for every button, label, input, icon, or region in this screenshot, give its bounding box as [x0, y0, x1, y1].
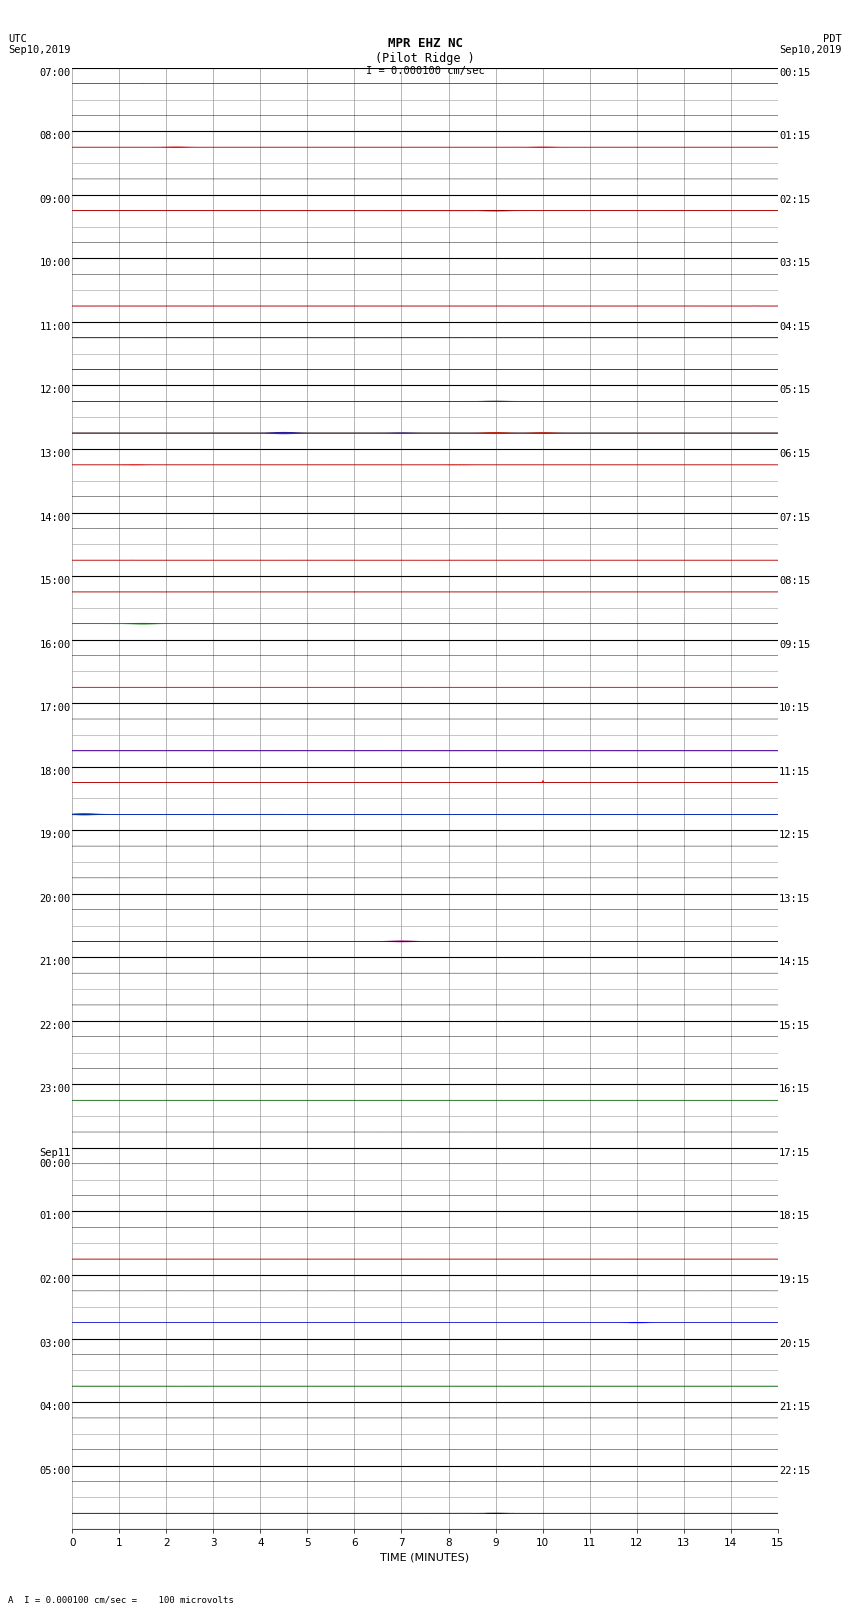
- Text: 04:00: 04:00: [40, 1402, 71, 1411]
- Text: 18:15: 18:15: [779, 1211, 810, 1221]
- Text: 00:15: 00:15: [779, 68, 810, 77]
- Text: 15:15: 15:15: [779, 1021, 810, 1031]
- Text: 10:00: 10:00: [40, 258, 71, 268]
- Text: 20:15: 20:15: [779, 1339, 810, 1348]
- Text: 22:00: 22:00: [40, 1021, 71, 1031]
- Text: 11:00: 11:00: [40, 323, 71, 332]
- Text: 13:15: 13:15: [779, 894, 810, 903]
- Text: 22:15: 22:15: [779, 1466, 810, 1476]
- Text: 16:15: 16:15: [779, 1084, 810, 1094]
- Text: 09:00: 09:00: [40, 195, 71, 205]
- Text: 11:15: 11:15: [779, 766, 810, 777]
- Text: 21:00: 21:00: [40, 957, 71, 968]
- Text: 19:00: 19:00: [40, 831, 71, 840]
- Text: 14:00: 14:00: [40, 513, 71, 523]
- Text: 03:00: 03:00: [40, 1339, 71, 1348]
- Text: 12:15: 12:15: [779, 831, 810, 840]
- Text: UTC: UTC: [8, 34, 27, 44]
- Text: 13:00: 13:00: [40, 448, 71, 460]
- Text: 09:15: 09:15: [779, 640, 810, 650]
- Text: 05:00: 05:00: [40, 1466, 71, 1476]
- Text: Sep11
00:00: Sep11 00:00: [40, 1148, 71, 1169]
- Text: Sep10,2019: Sep10,2019: [8, 45, 71, 55]
- Text: PDT: PDT: [823, 34, 842, 44]
- Text: 02:00: 02:00: [40, 1274, 71, 1286]
- Text: 17:15: 17:15: [779, 1148, 810, 1158]
- Text: 07:00: 07:00: [40, 68, 71, 77]
- Text: 19:15: 19:15: [779, 1274, 810, 1286]
- Text: 03:15: 03:15: [779, 258, 810, 268]
- Text: Sep10,2019: Sep10,2019: [779, 45, 842, 55]
- Text: 15:00: 15:00: [40, 576, 71, 586]
- Text: I = 0.000100 cm/sec: I = 0.000100 cm/sec: [366, 66, 484, 76]
- Text: 14:15: 14:15: [779, 957, 810, 968]
- Text: 01:15: 01:15: [779, 131, 810, 142]
- Text: A  I = 0.000100 cm/sec =    100 microvolts: A I = 0.000100 cm/sec = 100 microvolts: [8, 1595, 235, 1605]
- Text: 20:00: 20:00: [40, 894, 71, 903]
- Text: 01:00: 01:00: [40, 1211, 71, 1221]
- Text: 12:00: 12:00: [40, 386, 71, 395]
- Text: 04:15: 04:15: [779, 323, 810, 332]
- Text: 18:00: 18:00: [40, 766, 71, 777]
- Text: 08:15: 08:15: [779, 576, 810, 586]
- Text: MPR EHZ NC: MPR EHZ NC: [388, 37, 462, 50]
- Text: 05:15: 05:15: [779, 386, 810, 395]
- Text: 10:15: 10:15: [779, 703, 810, 713]
- X-axis label: TIME (MINUTES): TIME (MINUTES): [381, 1552, 469, 1563]
- Text: 16:00: 16:00: [40, 640, 71, 650]
- Text: (Pilot Ridge ): (Pilot Ridge ): [375, 52, 475, 65]
- Text: 21:15: 21:15: [779, 1402, 810, 1411]
- Text: 08:00: 08:00: [40, 131, 71, 142]
- Text: 07:15: 07:15: [779, 513, 810, 523]
- Text: 06:15: 06:15: [779, 448, 810, 460]
- Text: 23:00: 23:00: [40, 1084, 71, 1094]
- Text: 17:00: 17:00: [40, 703, 71, 713]
- Text: 02:15: 02:15: [779, 195, 810, 205]
